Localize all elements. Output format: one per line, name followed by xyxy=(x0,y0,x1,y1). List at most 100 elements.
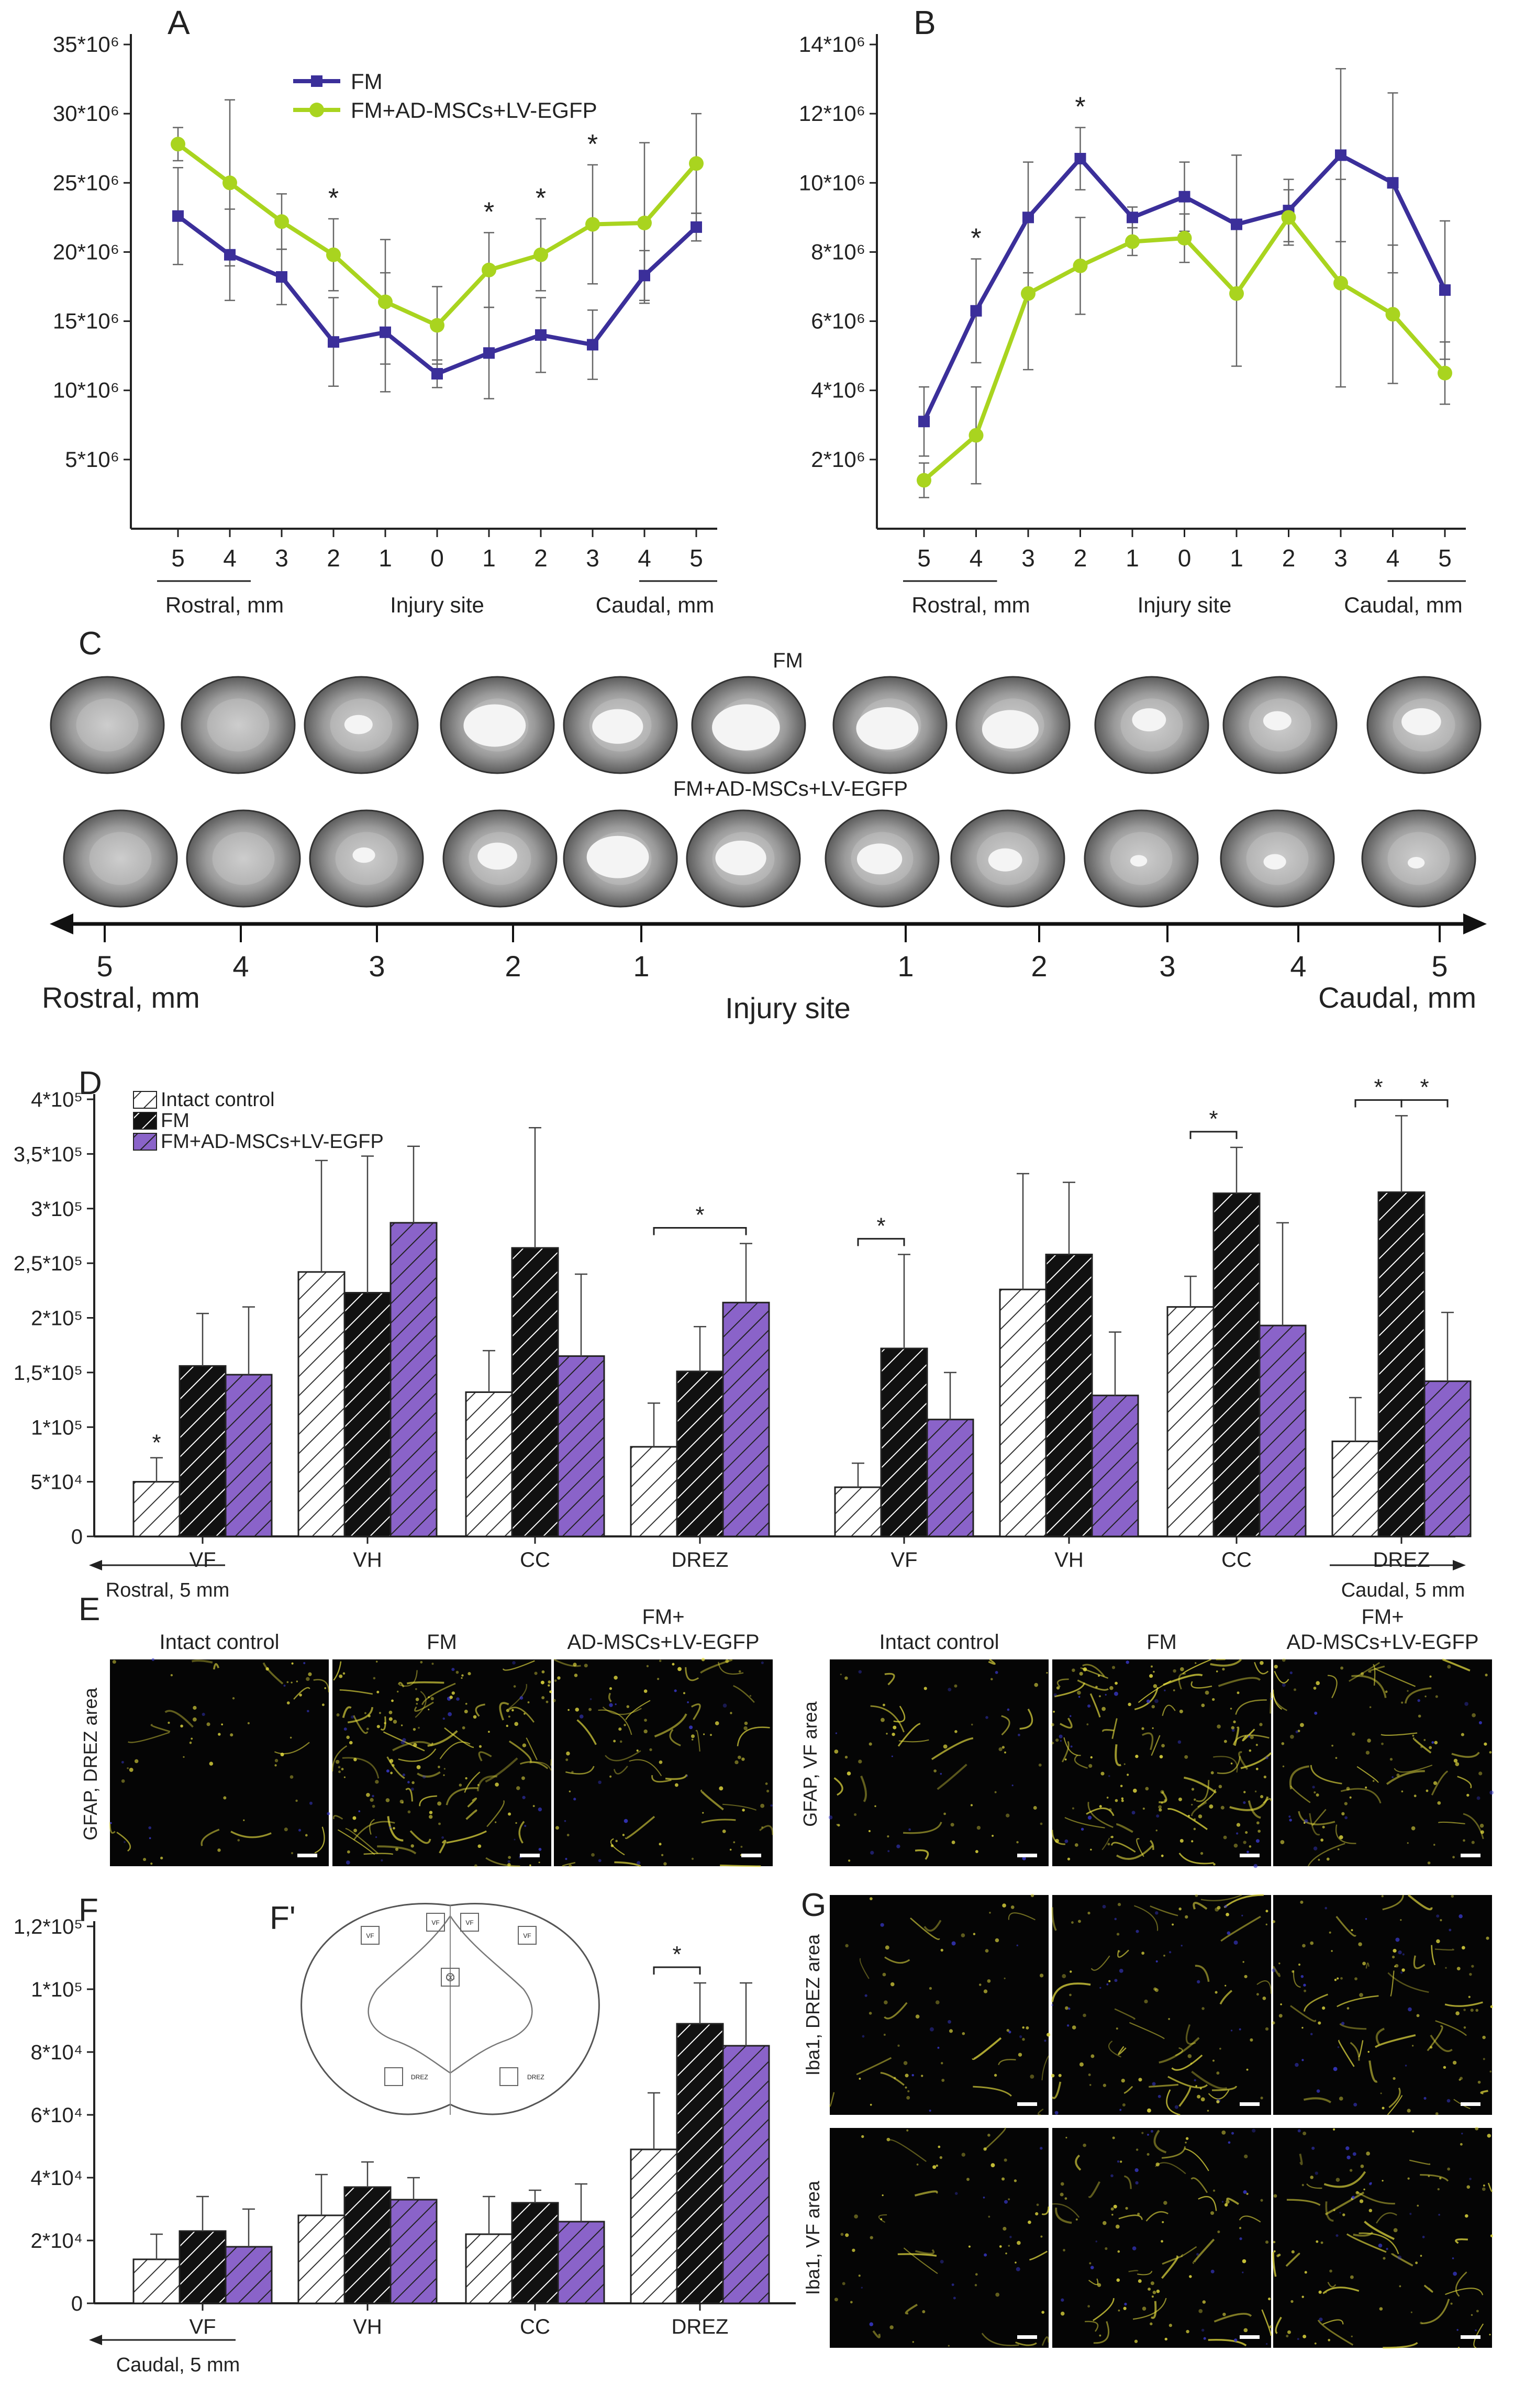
stain-dot xyxy=(1431,1741,1434,1744)
stain-dot xyxy=(935,2000,940,2004)
gfap-strand xyxy=(576,1719,597,1745)
stain-dot xyxy=(346,1860,350,1865)
stain-dot xyxy=(565,1858,567,1860)
stain-dot xyxy=(1051,2073,1055,2078)
stain-dot xyxy=(1239,2237,1242,2240)
gfap-strand xyxy=(878,2214,887,2223)
stain-dot xyxy=(1178,1907,1182,1911)
stain-dot xyxy=(1231,2132,1234,2135)
stain-dot xyxy=(1163,1954,1165,1957)
slice-grey-matter xyxy=(212,832,275,885)
row-title-fm: FM xyxy=(773,649,803,672)
gfap-strand xyxy=(1289,1765,1309,1790)
stain-dot xyxy=(1339,2097,1343,2101)
stain-dot xyxy=(395,1847,399,1851)
stain-dot xyxy=(1278,2014,1283,2018)
significance-bracket xyxy=(1354,1099,1402,1108)
chart-d: 05*10⁴1*10⁵1,5*10⁵2*10⁵2,5*10⁵3*10⁵3,5*1… xyxy=(14,1065,1472,1601)
gfap-strand xyxy=(1074,1754,1088,1769)
stain-dot xyxy=(1146,1699,1150,1703)
data-point-combo xyxy=(1333,275,1348,291)
x-tick-label: 5 xyxy=(171,544,185,572)
stain-dot xyxy=(1420,2322,1422,2324)
legend-marker xyxy=(311,75,322,87)
stain-dot xyxy=(1181,1945,1183,1947)
stain-dot xyxy=(370,1798,374,1802)
stain-dot xyxy=(1103,2221,1107,2225)
stain-dot xyxy=(540,1680,544,1685)
stain-dot xyxy=(1150,2130,1154,2133)
stain-dot xyxy=(1185,2142,1187,2144)
stain-dot xyxy=(1217,1724,1221,1729)
stain-dot xyxy=(1022,2038,1025,2041)
data-point-combo xyxy=(1385,307,1400,322)
stain-dot xyxy=(416,1765,421,1769)
gfap-strand xyxy=(314,1826,325,1854)
y-tick-label: 5*10⁴ xyxy=(31,1471,83,1494)
stain-dot xyxy=(1476,1796,1481,1800)
gfap-strand xyxy=(1455,2271,1467,2297)
legend-label: Intact control xyxy=(161,1089,275,1111)
gfap-strand xyxy=(1145,2211,1168,2222)
scale-bar xyxy=(1017,2335,1037,2339)
stain-dot xyxy=(1365,1751,1370,1755)
stain-dot xyxy=(1236,1832,1239,1835)
gfap-strand xyxy=(1444,2001,1483,2007)
stain-dot xyxy=(438,1822,441,1825)
gfap-strand xyxy=(988,1658,996,1665)
stain-dot xyxy=(341,1768,344,1770)
y-tick-label: 15*10⁶ xyxy=(53,309,119,333)
stain-dot xyxy=(109,1822,112,1824)
stain-dot xyxy=(889,2325,894,2329)
stain-dot xyxy=(1287,2330,1291,2334)
slice-grey-matter xyxy=(89,832,152,885)
stain-dot xyxy=(230,1733,233,1737)
stain-dot xyxy=(1477,2080,1481,2084)
stain-dot xyxy=(976,1825,981,1830)
stain-dot xyxy=(1159,1808,1162,1812)
stain-dot xyxy=(538,1861,540,1864)
gfap-strand xyxy=(1335,1916,1356,1937)
gfap-strand xyxy=(526,1737,538,1760)
y-tick-label: 10*10⁶ xyxy=(53,378,119,403)
stain-dot xyxy=(1487,2134,1491,2138)
gfap-strand xyxy=(353,1821,395,1841)
stain-dot xyxy=(1040,1822,1043,1825)
gfap-strand xyxy=(1051,1982,1091,2002)
sampling-box-label: DREZ xyxy=(527,2073,544,2081)
gfap-strand xyxy=(981,2333,1019,2346)
gfap-strand xyxy=(1178,1673,1186,1690)
gfap-strand xyxy=(1162,2255,1183,2265)
slice-fm xyxy=(304,676,419,774)
stain-dot xyxy=(1100,1771,1105,1776)
stain-dot xyxy=(1459,2078,1461,2081)
stain-dot xyxy=(375,1836,377,1838)
gfap-strand xyxy=(1248,1800,1261,1819)
stain-dot xyxy=(948,1688,952,1692)
stain-dot xyxy=(1393,2228,1398,2233)
legend-swatch xyxy=(133,1091,157,1109)
direction-label-left: Rostral, 5 mm xyxy=(106,1579,229,1601)
slice-fm xyxy=(955,676,1071,774)
stain-dot xyxy=(858,1759,862,1764)
stain-dot xyxy=(689,1725,693,1730)
stain-dot xyxy=(353,1758,357,1762)
sampling-box xyxy=(499,2067,518,2086)
stain-dot xyxy=(519,1696,524,1700)
stain-dot xyxy=(1041,2311,1044,2314)
stain-dot xyxy=(1233,1720,1236,1723)
stain-dot xyxy=(1046,1672,1048,1674)
stain-dot xyxy=(243,1819,245,1821)
slice-grey-matter xyxy=(207,698,270,752)
stain-dot xyxy=(571,1770,574,1774)
stain-dot xyxy=(854,2214,858,2219)
stain-dot xyxy=(882,1703,885,1707)
stain-dot xyxy=(1379,2307,1383,2311)
stain-dot xyxy=(939,2156,943,2159)
stain-dot xyxy=(1059,1734,1063,1738)
stain-dot xyxy=(1333,2209,1335,2211)
scale-bar xyxy=(1461,2335,1481,2339)
stain-dot xyxy=(1303,1822,1306,1824)
